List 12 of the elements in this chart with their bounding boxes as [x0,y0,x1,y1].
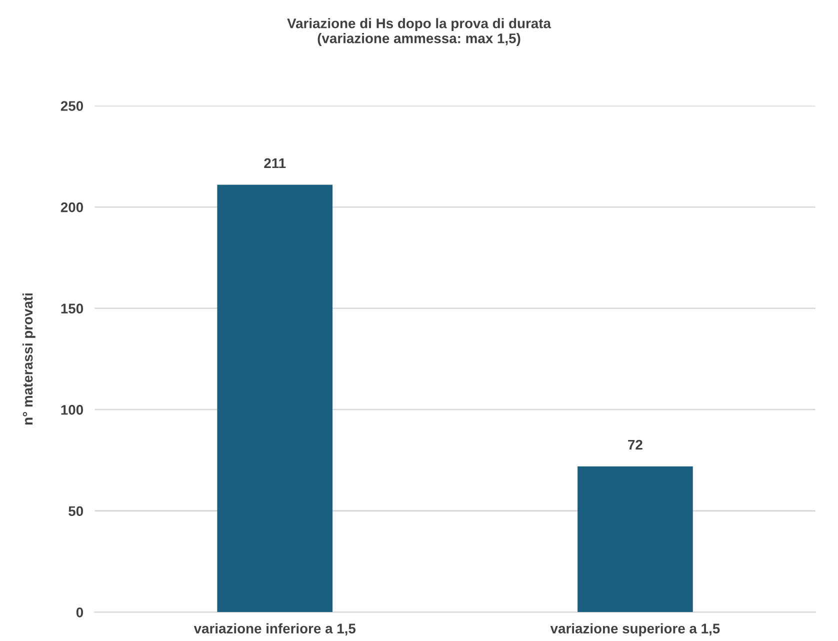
y-tick-label: 100 [61,404,84,415]
y-tick-label: 50 [68,506,84,516]
chart-title: Variazione di Hs dopo la prova di durata (variazione ammessa: max 1,5) [287,18,552,46]
x-tick-label: variazione superiore a 1,5 [550,623,720,636]
y-axis-title: n° materassi provati [22,293,36,424]
y-tick-label: 150 [61,304,84,314]
data-label: 72 [628,440,642,450]
x-tick-label: variazione inferiore a 1,5 [194,623,356,636]
y-tick-label: 200 [60,202,84,212]
y-tick-label: 0 [76,607,84,618]
data-label: 211 [264,158,286,168]
y-tick-label: 250 [60,101,84,111]
